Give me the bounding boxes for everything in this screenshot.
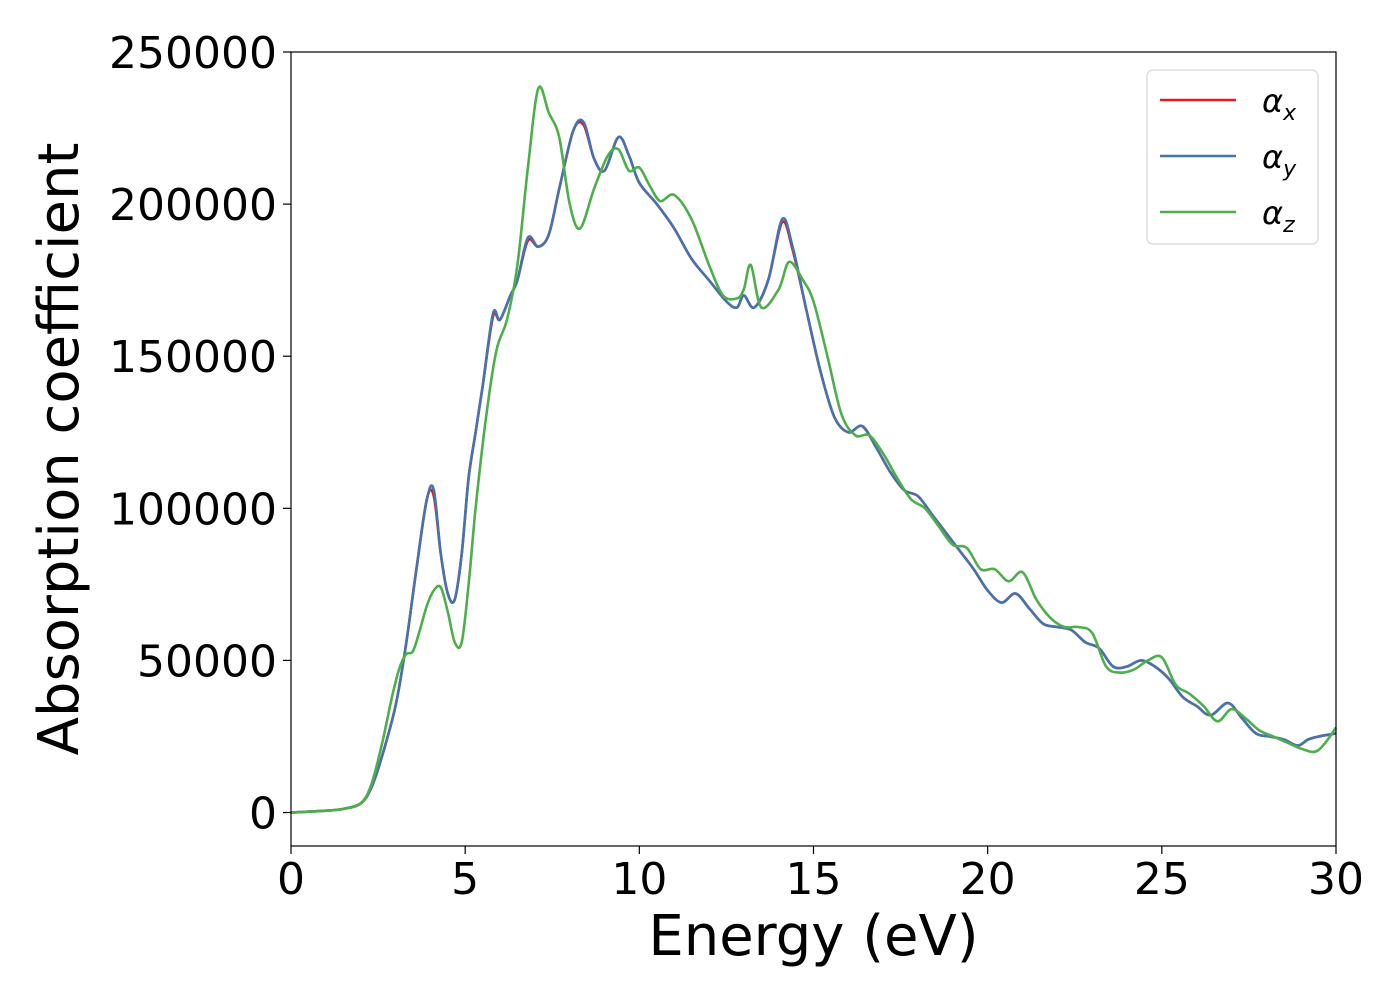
series-lines — [290, 85, 1338, 814]
legend-entry: αx — [1262, 82, 1297, 126]
x-tick-label: 25 — [1134, 854, 1190, 905]
y-tick-label: 100000 — [109, 484, 277, 535]
legend-entry: αz — [1262, 194, 1295, 238]
series-line-alpha-y — [290, 118, 1337, 814]
y-axis-label: Absorption coefficient — [27, 143, 92, 756]
legend: αx αy αz — [1146, 69, 1319, 245]
x-tick-label: 30 — [1308, 854, 1364, 905]
x-tick-label: 0 — [277, 854, 305, 905]
y-tick-label: 150000 — [109, 332, 277, 383]
y-tick-label: 200000 — [109, 180, 277, 231]
x-tick-label: 10 — [611, 854, 667, 905]
y-axis: 0 50000 100000 150000 200000 250000 — [109, 28, 291, 840]
legend-entry: αy — [1262, 138, 1297, 182]
x-axis-label: Energy (eV) — [648, 904, 978, 969]
y-tick-label: 0 — [249, 789, 277, 840]
y-tick-label: 250000 — [109, 28, 277, 79]
x-axis: 0 5 10 15 20 25 30 — [277, 846, 1364, 905]
y-tick-label: 50000 — [137, 636, 277, 687]
x-tick-label: 15 — [786, 854, 842, 905]
x-tick-label: 5 — [451, 854, 479, 905]
series-line-alpha-z — [290, 85, 1338, 814]
x-tick-label: 20 — [960, 854, 1016, 905]
